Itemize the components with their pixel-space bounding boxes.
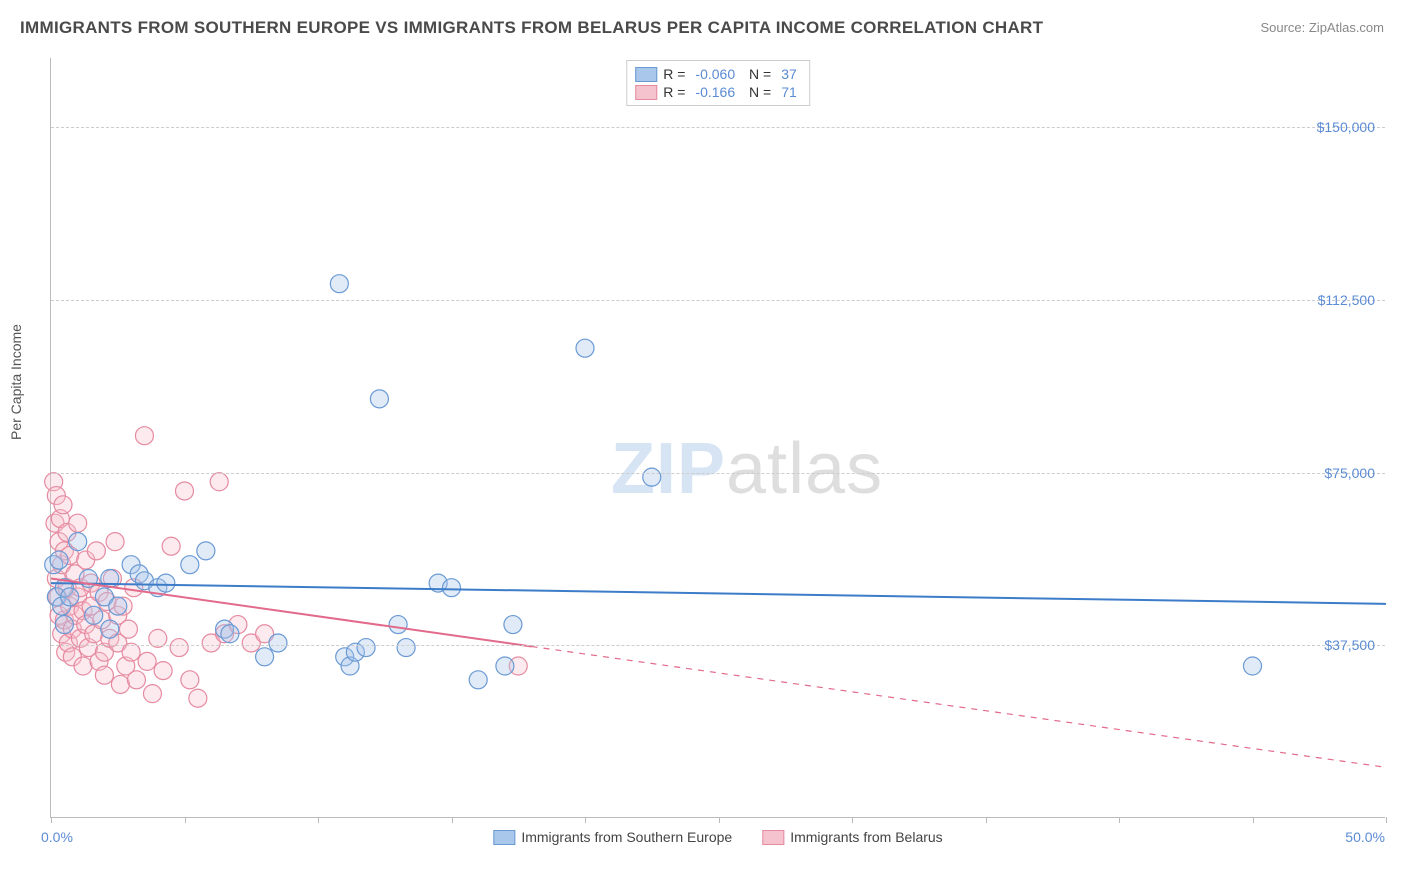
series-legend-item: Immigrants from Belarus <box>762 829 942 845</box>
legend-row: R = -0.166 N = 71 <box>635 83 801 101</box>
data-point <box>269 634 287 652</box>
data-point <box>189 689 207 707</box>
data-point <box>101 620 119 638</box>
data-point <box>154 662 172 680</box>
series-legend-label: Immigrants from Belarus <box>790 829 942 845</box>
data-point <box>576 339 594 357</box>
data-point <box>69 533 87 551</box>
trend-line <box>51 583 1386 604</box>
data-point <box>210 473 228 491</box>
data-point <box>109 597 127 615</box>
correlation-legend: R = -0.060 N = 37 R = -0.166 N = 71 <box>626 60 810 106</box>
data-point <box>74 657 92 675</box>
data-point <box>181 671 199 689</box>
y-tick-label: $75,000 <box>1324 465 1375 481</box>
data-point <box>221 625 239 643</box>
legend-r-label: R = <box>663 66 685 82</box>
gridline <box>51 473 1385 474</box>
data-point <box>443 579 461 597</box>
x-tick-mark <box>1119 817 1120 823</box>
x-tick-mark <box>452 817 453 823</box>
data-point <box>397 639 415 657</box>
legend-n-label: N = <box>745 66 771 82</box>
data-point <box>138 652 156 670</box>
data-point <box>143 685 161 703</box>
x-axis-max-label: 50.0% <box>1345 829 1385 845</box>
data-point <box>135 427 153 445</box>
data-point <box>170 639 188 657</box>
source-label: Source: <box>1260 20 1308 35</box>
x-tick-mark <box>852 817 853 823</box>
plot-area: ZIPatlas R =-0.060 N =37R =-0.166 N =71 … <box>50 58 1385 818</box>
legend-n-value: 71 <box>777 84 801 100</box>
data-point <box>330 275 348 293</box>
data-point <box>504 616 522 634</box>
data-point <box>61 588 79 606</box>
data-point <box>370 390 388 408</box>
data-point <box>87 542 105 560</box>
series-legend-label: Immigrants from Southern Europe <box>521 829 732 845</box>
data-point <box>176 482 194 500</box>
legend-row: R = -0.060 N = 37 <box>635 65 801 83</box>
data-point <box>643 468 661 486</box>
legend-n-value: 37 <box>777 66 801 82</box>
y-tick-label: $150,000 <box>1317 119 1375 135</box>
data-point <box>469 671 487 689</box>
data-point <box>55 616 73 634</box>
legend-r-value: -0.060 <box>691 66 739 82</box>
x-tick-mark <box>1253 817 1254 823</box>
x-axis-min-label: 0.0% <box>41 829 73 845</box>
data-point <box>1244 657 1262 675</box>
data-point <box>50 551 68 569</box>
legend-r-value: -0.166 <box>691 84 739 100</box>
gridline <box>51 127 1385 128</box>
gridline <box>51 300 1385 301</box>
x-tick-mark <box>1386 817 1387 823</box>
legend-swatch <box>493 830 515 845</box>
data-point <box>496 657 514 675</box>
source-link[interactable]: ZipAtlas.com <box>1309 20 1384 35</box>
legend-swatch <box>762 830 784 845</box>
series-legend: Immigrants from Southern Europe Immigrant… <box>493 829 942 845</box>
data-point <box>162 537 180 555</box>
data-point <box>95 666 113 684</box>
data-point <box>389 616 407 634</box>
legend-swatch <box>635 85 657 100</box>
legend-n-label: N = <box>745 84 771 100</box>
x-tick-mark <box>986 817 987 823</box>
data-point <box>106 533 124 551</box>
legend-swatch <box>635 67 657 82</box>
data-point <box>256 648 274 666</box>
series-legend-item: Immigrants from Southern Europe <box>493 829 732 845</box>
x-tick-mark <box>585 817 586 823</box>
x-tick-mark <box>719 817 720 823</box>
x-tick-mark <box>185 817 186 823</box>
chart-svg <box>51 58 1385 817</box>
data-point <box>157 574 175 592</box>
data-point <box>54 496 72 514</box>
data-point <box>357 639 375 657</box>
y-axis-label: Per Capita Income <box>8 324 24 440</box>
gridline <box>51 645 1385 646</box>
data-point <box>111 675 129 693</box>
chart-title: IMMIGRANTS FROM SOUTHERN EUROPE VS IMMIG… <box>20 18 1043 38</box>
legend-r-label: R = <box>663 84 685 100</box>
data-point <box>127 671 145 689</box>
y-tick-label: $37,500 <box>1324 637 1375 653</box>
data-point <box>119 620 137 638</box>
data-point <box>85 606 103 624</box>
x-tick-mark <box>318 817 319 823</box>
source-attribution: Source: ZipAtlas.com <box>1260 20 1384 35</box>
data-point <box>69 514 87 532</box>
x-tick-mark <box>51 817 52 823</box>
data-point <box>181 556 199 574</box>
y-tick-label: $112,500 <box>1318 292 1375 308</box>
data-point <box>197 542 215 560</box>
